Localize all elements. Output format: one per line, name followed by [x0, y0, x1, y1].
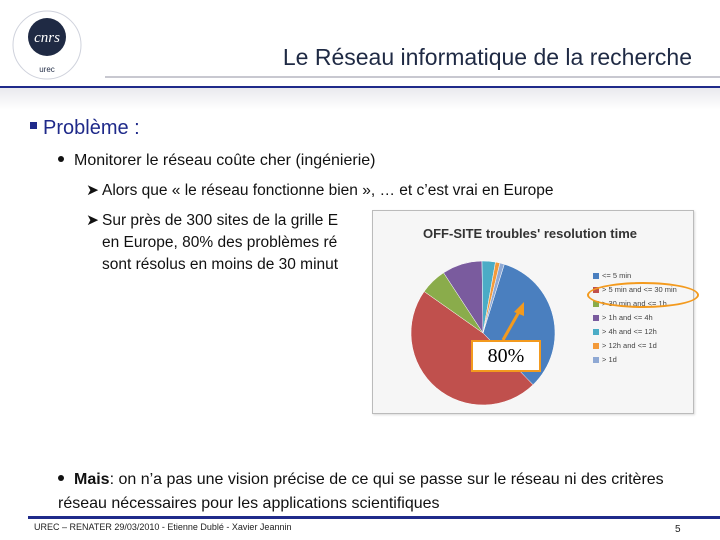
bullet-point-2: Mais: on n’a pas une vision précise de c…: [58, 468, 708, 516]
pie-slice: [482, 262, 505, 334]
section-heading: Problème :: [30, 117, 140, 140]
header-band: [0, 88, 720, 110]
chart-title: OFF-SITE troubles' resolution time: [423, 226, 637, 241]
legend-swatch: [593, 301, 599, 308]
svg-text:cnrs: cnrs: [34, 30, 60, 46]
footer-text: UREC – RENATER 29/03/2010 - Etienne Dubl…: [34, 522, 292, 532]
bullet-point-2-bold: Mais: [74, 471, 110, 488]
square-bullet-icon: [30, 122, 37, 130]
callout-arrow: [501, 302, 524, 341]
page-title: Le Réseau informatique de la recherche: [282, 44, 692, 70]
sub-point-2-line-3: sont résolus en moins de 30 minut: [102, 256, 339, 273]
legend-item: > 1h and <= 4h: [593, 311, 677, 325]
legend-item: <= 5 min: [593, 269, 677, 283]
bullet-icon: [58, 155, 64, 162]
pie-chart: [410, 260, 556, 406]
percentage-callout: 80%: [471, 340, 541, 372]
bullet-icon: [58, 474, 64, 481]
cnrs-logo: cnrs urec: [12, 10, 82, 80]
arrow-bullet-icon: ➤: [86, 212, 99, 229]
legend-label: > 12h and <= 1d: [602, 341, 657, 350]
footer-line: [28, 516, 720, 519]
legend-swatch: [593, 343, 599, 350]
legend-label: <= 5 min: [602, 271, 632, 280]
legend-swatch: [593, 329, 599, 336]
legend-swatch: [593, 357, 599, 364]
legend-item: > 1d: [593, 353, 677, 367]
arrow-bullet-icon: ➤: [86, 182, 99, 199]
page-number: 5: [675, 524, 681, 535]
sub-point-1: ➤ Alors que « le réseau fonctionne bien »…: [86, 180, 554, 202]
legend-highlight-ellipse: [587, 282, 699, 308]
header-band-line: [0, 86, 720, 89]
bullet-point-1: Monitorer le réseau coûte cher (ingénier…: [58, 152, 375, 170]
legend-swatch: [593, 273, 599, 280]
svg-text:urec: urec: [39, 65, 55, 74]
section-heading-text: Problème :: [43, 117, 140, 139]
legend-label: > 1d: [602, 355, 617, 364]
bullet-point-2-text: : on n’a pas une vision précise de ce qu…: [58, 471, 664, 512]
sub-point-2: ➤ Sur près de 300 sites de la grille E en…: [86, 210, 338, 276]
sub-point-2-line-2: en Europe, 80% des problèmes ré: [102, 234, 338, 251]
legend-item: > 12h and <= 1d: [593, 339, 677, 353]
legend-label: > 1h and <= 4h: [602, 313, 653, 322]
legend-swatch: [593, 315, 599, 322]
title-divider: [105, 76, 720, 78]
bullet-point-1-text: Monitorer le réseau coûte cher (ingénier…: [74, 152, 376, 169]
sub-point-2-line-1: Sur près de 300 sites de la grille E: [102, 212, 339, 229]
legend-label: > 4h and <= 12h: [602, 327, 657, 336]
sub-point-1-text: Alors que « le réseau fonctionne bien »,…: [102, 182, 554, 199]
legend-item: > 4h and <= 12h: [593, 325, 677, 339]
